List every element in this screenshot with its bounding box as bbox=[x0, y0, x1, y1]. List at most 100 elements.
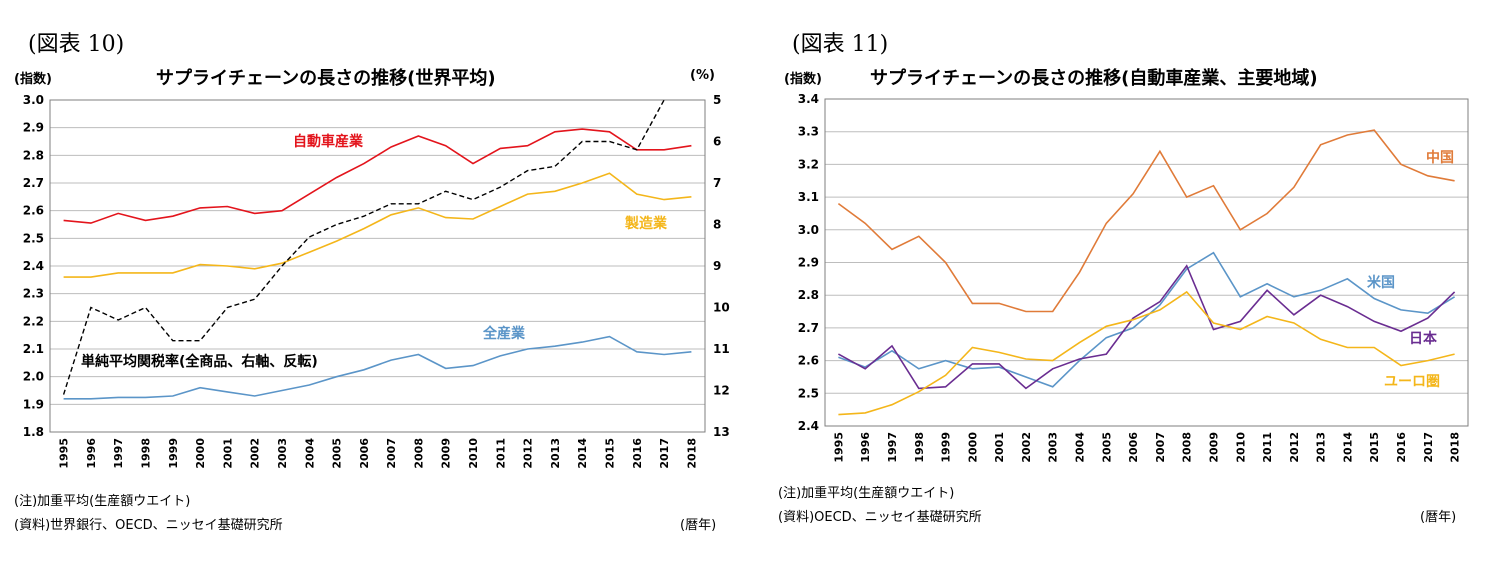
y2-tick-label: 12 bbox=[713, 384, 730, 398]
x-tick-label: 2009 bbox=[440, 438, 453, 469]
x-tick-label: 1997 bbox=[112, 438, 125, 469]
x-tick-label: 2013 bbox=[1315, 432, 1328, 463]
y-tick-label: 3.1 bbox=[798, 190, 819, 204]
left-axis-unit: (指数) bbox=[14, 72, 52, 87]
y-tick-label: 2.9 bbox=[798, 256, 819, 270]
y-tick-label: 2.7 bbox=[798, 321, 819, 335]
y-tick-label: 2.1 bbox=[23, 342, 44, 356]
plot-frame bbox=[824, 98, 1469, 427]
x-tick-label: 2018 bbox=[685, 438, 698, 469]
x-tick-label: 2002 bbox=[1020, 432, 1033, 463]
x-tick-label: 2015 bbox=[1368, 432, 1381, 463]
x-tick-label: 2013 bbox=[549, 438, 562, 469]
x-tick-label: 2007 bbox=[385, 438, 398, 469]
x-tick-label: 2009 bbox=[1207, 432, 1220, 463]
x-tick-label: 2001 bbox=[993, 432, 1006, 463]
x-tick-label: 2000 bbox=[966, 432, 979, 463]
series-label: ユーロ圏 bbox=[1384, 374, 1440, 390]
x-tick-label: 1999 bbox=[167, 438, 180, 469]
x-tick-label: 2005 bbox=[331, 438, 344, 469]
chart-canvas-left: 1.8 1.9 2.0 2.1 2.2 2.3 2.4 2.5 2.6 2.7 2.8 2.9 3.0 5… bbox=[23, 93, 730, 469]
series-label: 中国 bbox=[1426, 149, 1454, 166]
x-tick-label: 2006 bbox=[1127, 432, 1140, 463]
x-tick-label: 2017 bbox=[658, 438, 671, 469]
x-tick-label: 2011 bbox=[1261, 432, 1274, 463]
y-tick-label: 1.9 bbox=[23, 397, 44, 411]
x-tick-label: 2017 bbox=[1422, 432, 1435, 463]
x-tick-label: 2012 bbox=[522, 438, 535, 469]
y-tick-label: 3.3 bbox=[798, 125, 819, 139]
x-tick-label: 2001 bbox=[221, 438, 234, 469]
x-tick-label: 1996 bbox=[85, 438, 98, 469]
y-tick-label: 2.4 bbox=[798, 419, 819, 433]
x-tick-label: 2008 bbox=[412, 438, 425, 469]
x-tick-label: 2003 bbox=[276, 438, 289, 469]
series-line bbox=[63, 172, 692, 278]
x-tick-label: 2004 bbox=[1074, 432, 1087, 463]
y-tick-label: 2.8 bbox=[23, 148, 44, 162]
left-figure-panel: (図表 10) (指数) サプライチェーンの長さの推移(世界平均) (%) 1.… bbox=[0, 0, 745, 568]
source-text: (資料)OECD、ニッセイ基礎研究所 bbox=[778, 510, 982, 525]
chart-canvas-right: 2.4 2.5 2.6 2.7 2.8 2.9 3.0 3.1 3.2 3.3 3.4 1995 199… bbox=[798, 92, 1469, 463]
x-tick-label: 2012 bbox=[1288, 432, 1301, 463]
x-tick-label: 1995 bbox=[832, 432, 845, 463]
y-tick-label: 2.2 bbox=[23, 314, 44, 328]
y-tick-label: 2.0 bbox=[23, 370, 44, 384]
series-label: 全産業 bbox=[482, 325, 526, 342]
x-tick-label: 1997 bbox=[886, 432, 899, 463]
x-tick-label: 2018 bbox=[1449, 432, 1462, 463]
note-text: (注)加重平均(生産額ウエイト) bbox=[14, 494, 191, 509]
y-tick-label: 1.8 bbox=[23, 425, 44, 439]
series-label: 自動車産業 bbox=[293, 133, 364, 150]
source-text: (資料)世界銀行、OECD、ニッセイ基礎研究所 bbox=[14, 518, 283, 533]
note-text: (注)加重平均(生産額ウエイト) bbox=[778, 486, 955, 501]
x-tick-label: 1998 bbox=[913, 432, 926, 463]
x-axis-unit: (暦年) bbox=[680, 518, 717, 533]
series-label: 米国 bbox=[1367, 274, 1395, 291]
right-axis-unit: (%) bbox=[690, 68, 715, 83]
y2-tick-label: 6 bbox=[713, 135, 721, 149]
y-tick-label: 2.9 bbox=[23, 121, 44, 135]
series-label: 製造業 bbox=[624, 215, 668, 232]
y2-tick-label: 13 bbox=[713, 425, 730, 439]
y-tick-label: 3.0 bbox=[23, 93, 44, 107]
chart-title: サプライチェーンの長さの推移(自動車産業、主要地域) bbox=[870, 68, 1318, 89]
x-tick-label: 2008 bbox=[1181, 432, 1194, 463]
y2-tick-label: 10 bbox=[713, 301, 730, 315]
y2-tick-label: 9 bbox=[713, 259, 721, 273]
x-tick-label: 2010 bbox=[467, 438, 480, 469]
x-tick-label: 1996 bbox=[859, 432, 872, 463]
right-figure-panel: (図表 11) (指数) サプライチェーンの長さの推移(自動車産業、主要地域) … bbox=[770, 0, 1498, 568]
x-tick-label: 1998 bbox=[140, 438, 153, 469]
x-tick-label: 2007 bbox=[1154, 432, 1167, 463]
series-label: 日本 bbox=[1409, 330, 1438, 347]
series-line bbox=[63, 128, 692, 224]
plot-frame bbox=[49, 99, 706, 433]
series-line bbox=[62, 99, 665, 395]
y-tick-label: 2.4 bbox=[23, 259, 44, 273]
series-line bbox=[838, 264, 1456, 390]
figure-label: (図表 10) bbox=[28, 32, 125, 57]
y-tick-label: 2.5 bbox=[23, 231, 44, 245]
y-tick-label: 3.4 bbox=[798, 92, 819, 106]
x-axis-unit: (暦年) bbox=[1420, 510, 1457, 525]
series-line bbox=[838, 290, 1455, 416]
y-tick-label: 2.5 bbox=[798, 386, 819, 400]
y-tick-label: 2.3 bbox=[23, 287, 44, 301]
y-tick-label: 3.2 bbox=[798, 157, 819, 171]
y2-tick-label: 5 bbox=[713, 93, 721, 107]
y-tick-label: 2.6 bbox=[798, 354, 819, 368]
series-line bbox=[837, 129, 1455, 313]
x-tick-label: 2010 bbox=[1234, 432, 1247, 463]
y2-tick-label: 8 bbox=[713, 218, 721, 232]
y-tick-label: 2.6 bbox=[23, 204, 44, 218]
x-tick-label: 2016 bbox=[1395, 432, 1408, 463]
x-tick-label: 2014 bbox=[576, 438, 589, 469]
y2-tick-label: 7 bbox=[713, 176, 721, 190]
chart-title: サプライチェーンの長さの推移(世界平均) bbox=[156, 68, 496, 89]
x-tick-label: 2015 bbox=[603, 438, 616, 469]
x-tick-label: 2016 bbox=[631, 438, 644, 469]
x-tick-label: 2011 bbox=[494, 438, 507, 469]
x-tick-label: 2014 bbox=[1341, 432, 1354, 463]
y-tick-label: 2.7 bbox=[23, 176, 44, 190]
